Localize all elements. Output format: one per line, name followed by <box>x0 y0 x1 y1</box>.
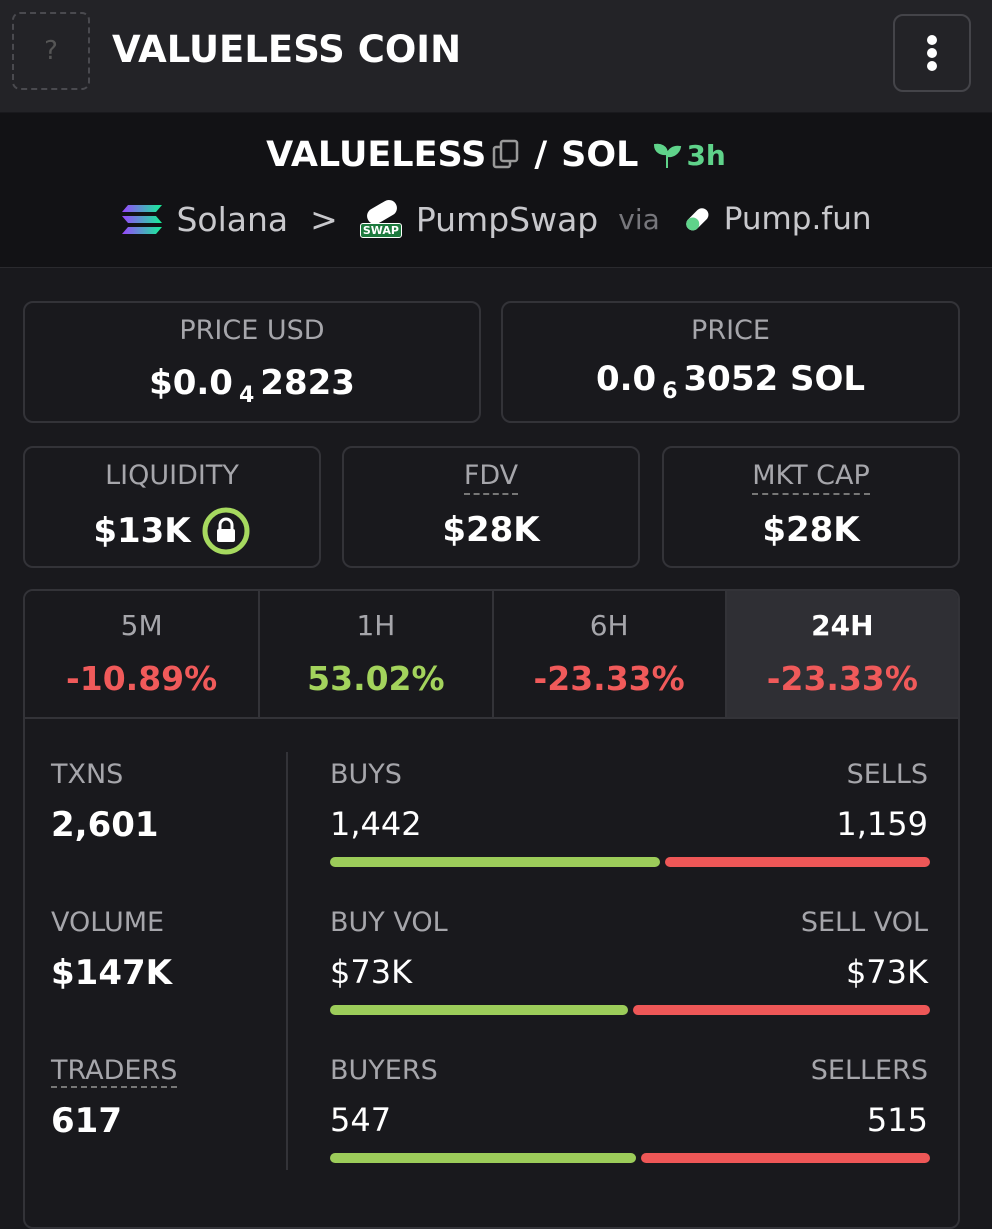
price-label: PRICE <box>691 315 770 346</box>
price-zeros: 4 <box>238 382 255 408</box>
ratio-bar <box>330 1005 930 1015</box>
stat-label: TRADERS <box>51 1055 178 1088</box>
price-label: PRICE USD <box>179 315 325 346</box>
timeframe-tab[interactable]: 5M -10.89% <box>25 591 259 719</box>
sell-label: SELL VOL <box>800 907 928 938</box>
price-usd-card: PRICE USD $0.0 4 2823 <box>23 301 481 423</box>
price-value: $0.0 4 2823 <box>25 363 479 408</box>
sell-bar <box>664 857 930 867</box>
price-zeros: 6 <box>662 378 678 404</box>
sell-value: $73K <box>845 953 928 991</box>
token-title: VALUELESS COIN <box>112 28 462 71</box>
price-digits: 2823 <box>260 363 355 403</box>
stat-label: VOLUME <box>51 907 165 938</box>
sprout-icon <box>654 143 682 168</box>
copy-icon[interactable] <box>492 139 520 171</box>
divider <box>286 752 288 1170</box>
buy-label: BUY VOL <box>330 907 448 938</box>
metric-value: $13K <box>93 511 191 551</box>
launchpad-logo <box>686 208 709 231</box>
price-prefix: $0.0 <box>149 363 233 403</box>
buy-label: BUYERS <box>330 1055 438 1086</box>
metric-value: $28K <box>762 510 860 550</box>
dex-pill <box>366 200 397 224</box>
lock-icon <box>202 507 250 555</box>
stat-value: $147K <box>51 953 172 993</box>
age: 3h <box>686 138 726 172</box>
sell-label: SELLERS <box>810 1055 928 1086</box>
ratio-bar <box>330 857 930 867</box>
buy-value: 1,442 <box>330 805 422 843</box>
sell-bar <box>641 1153 930 1163</box>
price-value: 0.0 6 3052 SOL <box>503 359 958 404</box>
buy-label: BUYS <box>330 759 402 790</box>
stat-value: 617 <box>51 1101 122 1141</box>
ratio-bar <box>330 1153 930 1163</box>
tab-label: 6H <box>589 609 629 642</box>
timeframe-tab[interactable]: 6H -23.33% <box>491 591 725 719</box>
price-change: 53.02% <box>307 659 445 698</box>
price-change: -23.33% <box>766 659 918 698</box>
price-change: -23.33% <box>533 659 685 698</box>
sell-bar <box>632 1005 930 1015</box>
metric-label: MKT CAP <box>752 460 870 495</box>
launchpad: Pump.fun <box>723 201 872 237</box>
buy-value: 547 <box>330 1101 392 1139</box>
stats-panel: 5M -10.89% 1H 53.02% 6H -23.33% 24H -23.33% TXNS… <box>23 589 960 1229</box>
header: ? VALUELESS COIN <box>0 0 992 112</box>
tab-label: 5M <box>120 609 163 642</box>
buy-value: $73K <box>330 953 413 991</box>
pair-section: VALUELESS / SOL 3h Solana > SWAP PumpSwa… <box>0 113 992 268</box>
price-native-card: PRICE 0.0 6 3052 SOL <box>501 301 960 423</box>
sell-label: SELLS <box>846 759 928 790</box>
price-digits: 3052 SOL <box>683 359 866 399</box>
sell-value: 515 <box>866 1101 928 1139</box>
sell-value: 1,159 <box>836 805 928 843</box>
mkt-cap-card: MKT CAP $28K <box>662 446 960 568</box>
metric-row: $13K <box>25 506 319 556</box>
chain: Solana <box>176 199 289 239</box>
price-prefix: 0.0 <box>595 359 657 399</box>
pair-line: VALUELESS / SOL 3h <box>0 135 992 175</box>
dex: PumpSwap <box>415 199 599 239</box>
solana-logo <box>122 205 163 234</box>
dex-badge: SWAP <box>359 223 402 238</box>
timeframe-tab[interactable]: 24H -23.33% <box>724 591 958 719</box>
menu-button[interactable] <box>893 14 971 92</box>
buy-bar <box>330 1153 637 1163</box>
route-line: Solana > SWAP PumpSwap via Pump.fun <box>0 197 992 241</box>
tab-label: 24H <box>811 609 874 642</box>
age-badge: 3h <box>652 138 726 172</box>
price-change: -10.89% <box>66 659 218 698</box>
metric-label: FDV <box>463 460 519 495</box>
liquidity-card: LIQUIDITY $13K <box>23 446 321 568</box>
menu-icon <box>927 35 937 71</box>
fdv-card: FDV $28K <box>342 446 640 568</box>
token-icon: ? <box>12 12 90 90</box>
buy-bar <box>330 1005 628 1015</box>
metric-value: $28K <box>442 510 540 550</box>
metric-label: LIQUIDITY <box>105 460 239 491</box>
stat-value: 2,601 <box>51 805 159 845</box>
timeframe-tab[interactable]: 1H 53.02% <box>258 591 492 719</box>
stat-label: TXNS <box>51 759 124 790</box>
quote-symbol: SOL <box>561 135 639 175</box>
tab-label: 1H <box>356 609 396 642</box>
base-symbol: VALUELESS <box>266 135 487 175</box>
buy-bar <box>330 857 660 867</box>
route-arrow: > <box>310 199 338 239</box>
via: via <box>618 202 660 236</box>
dex-logo: SWAP <box>359 197 404 241</box>
separator: / <box>534 135 548 175</box>
